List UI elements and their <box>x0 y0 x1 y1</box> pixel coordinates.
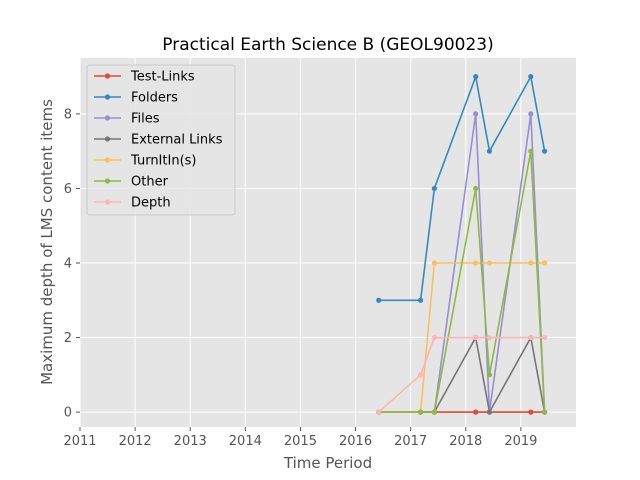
x-tick-label: 2015 <box>284 434 317 449</box>
data-point-other <box>528 148 534 154</box>
legend-box <box>86 64 236 216</box>
legend-label: Files <box>131 112 160 127</box>
legend-swatch-marker <box>104 115 111 121</box>
data-point-turnitin-s <box>541 260 548 266</box>
legend-item-files: Files <box>94 112 160 127</box>
series-other <box>376 148 548 415</box>
legend-item-folders: Folders <box>94 91 178 106</box>
y-tick-label: 8 <box>64 107 72 122</box>
x-axis-label: Time Period <box>283 454 372 472</box>
legend-label: External Links <box>131 133 223 148</box>
x-tick-label: 2017 <box>394 434 427 449</box>
data-point-folders <box>473 74 479 80</box>
y-tick-label: 2 <box>64 331 72 346</box>
data-point-other <box>431 409 437 415</box>
series-folders <box>376 74 548 303</box>
data-point-depth <box>473 334 479 341</box>
data-point-depth <box>486 334 493 341</box>
legend: Test-Links Folders Files External Links Turn… <box>86 64 236 216</box>
legend-swatch-marker <box>104 94 111 100</box>
data-point-other <box>473 185 479 192</box>
data-point-depth <box>431 334 437 341</box>
series-layer <box>376 74 548 415</box>
data-point-depth <box>541 334 548 341</box>
legend-label: Depth <box>131 196 171 211</box>
data-point-other <box>486 372 493 378</box>
data-point-external-links <box>486 409 493 415</box>
data-point-folders <box>376 297 382 303</box>
data-point-folders <box>528 74 534 80</box>
legend-swatch-marker <box>104 157 111 163</box>
x-tick-label: 2013 <box>174 434 207 449</box>
series-depth <box>376 334 548 415</box>
data-point-folders <box>486 148 493 154</box>
y-tick-label: 6 <box>64 182 72 197</box>
x-axis: 2011 2012 2013 2014 2015 2016 2017 2018 2019 <box>63 427 537 449</box>
legend-item-other: Other <box>94 175 169 190</box>
legend-item-depth: Depth <box>94 196 171 211</box>
y-axis: 0 2 4 6 8 <box>64 107 80 421</box>
legend-swatch-marker <box>104 73 111 79</box>
chart-title: Practical Earth Science B (GEOL90023) <box>162 35 493 55</box>
data-point-folders <box>417 297 424 303</box>
x-tick-label: 2016 <box>339 434 372 449</box>
y-tick-label: 4 <box>64 257 72 272</box>
legend-label: TurnItIn(s) <box>130 154 196 169</box>
data-point-test-links <box>473 409 479 415</box>
legend-item-turnitin-s: TurnItIn(s) <box>94 154 196 169</box>
legend-swatch-marker <box>104 178 111 184</box>
data-point-depth <box>528 334 534 341</box>
data-point-other <box>541 409 548 415</box>
data-point-folders <box>541 148 548 154</box>
data-point-files <box>528 111 534 117</box>
x-tick-label: 2014 <box>229 434 262 449</box>
data-point-files <box>473 111 479 117</box>
data-point-turnitin-s <box>473 260 479 266</box>
legend-swatch-marker <box>104 136 111 142</box>
data-point-turnitin-s <box>431 260 437 266</box>
legend-label: Folders <box>131 91 178 106</box>
legend-label: Other <box>131 175 169 190</box>
data-point-test-links <box>528 409 534 415</box>
legend-label: Test-Links <box>130 70 195 85</box>
legend-swatch-marker <box>104 199 111 205</box>
legend-item-external-links: External Links <box>94 133 223 148</box>
data-point-folders <box>431 185 437 192</box>
data-point-depth <box>417 372 424 378</box>
x-tick-label: 2019 <box>504 434 537 449</box>
data-point-turnitin-s <box>486 260 493 266</box>
data-point-other <box>417 409 424 415</box>
data-point-depth <box>376 409 382 415</box>
data-point-turnitin-s <box>528 260 534 266</box>
x-tick-label: 2018 <box>449 434 482 449</box>
x-tick-label: 2012 <box>119 434 152 449</box>
y-axis-label: Maximum depth of LMS content items <box>38 99 56 385</box>
legend-item-test-links: Test-Links <box>94 70 195 85</box>
x-tick-label: 2011 <box>63 434 96 449</box>
y-tick-label: 0 <box>64 406 72 421</box>
